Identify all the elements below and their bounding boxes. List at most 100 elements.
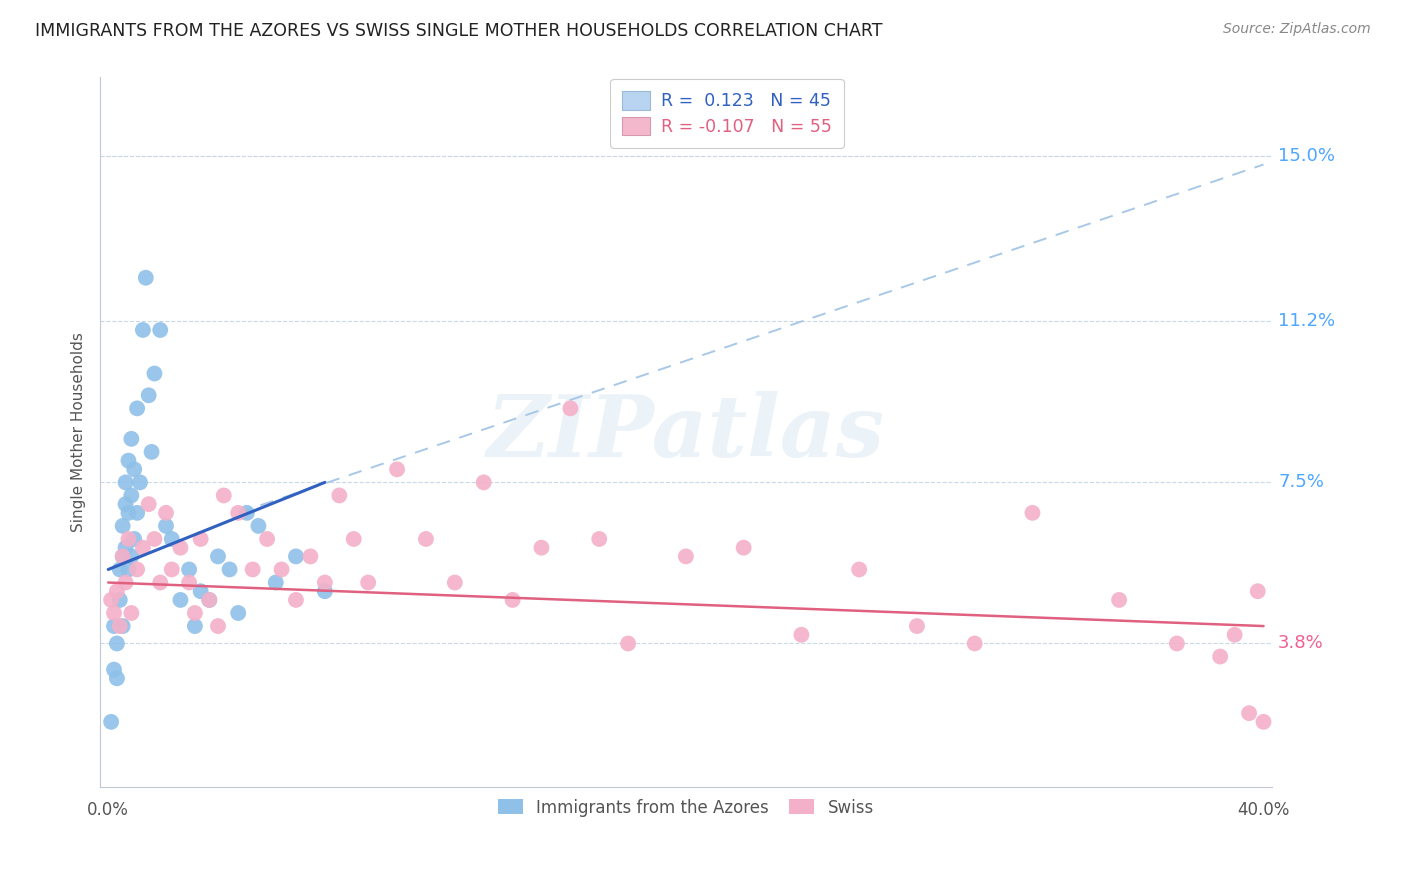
Point [1237, 706, 1260, 720]
Text: ZIPatlas: ZIPatlas [486, 391, 884, 474]
Point [617, 636, 640, 650]
Point [103, 606, 125, 620]
Point [343, 532, 366, 546]
Point [207, 619, 229, 633]
Point [120, 432, 142, 446]
Point [135, 270, 157, 285]
Point [1021, 506, 1043, 520]
Point [1223, 628, 1246, 642]
Point [108, 593, 131, 607]
Point [141, 445, 163, 459]
Point [184, 619, 207, 633]
Point [103, 619, 125, 633]
Point [1108, 593, 1130, 607]
Point [117, 562, 139, 576]
Text: 7.5%: 7.5% [1278, 474, 1324, 491]
Point [385, 462, 408, 476]
Point [733, 541, 755, 555]
Point [285, 593, 308, 607]
Point [179, 562, 201, 576]
Point [848, 562, 870, 576]
Point [218, 562, 240, 576]
Point [114, 541, 136, 555]
Text: 3.8%: 3.8% [1278, 634, 1324, 652]
Point [256, 532, 278, 546]
Point [1166, 636, 1188, 650]
Point [1209, 649, 1232, 664]
Point [105, 584, 128, 599]
Point [530, 541, 553, 555]
Point [114, 497, 136, 511]
Point [264, 575, 287, 590]
Point [160, 562, 183, 576]
Point [149, 575, 172, 590]
Point [143, 367, 166, 381]
Legend: Immigrants from the Azores, Swiss: Immigrants from the Azores, Swiss [489, 790, 882, 825]
Text: Source: ZipAtlas.com: Source: ZipAtlas.com [1223, 22, 1371, 37]
Point [328, 488, 350, 502]
Text: 15.0%: 15.0% [1278, 147, 1336, 165]
Point [169, 541, 191, 555]
Point [1253, 714, 1275, 729]
Point [270, 562, 292, 576]
Point [111, 619, 134, 633]
Point [314, 584, 336, 599]
Text: IMMIGRANTS FROM THE AZORES VS SWISS SINGLE MOTHER HOUSEHOLDS CORRELATION CHART: IMMIGRANTS FROM THE AZORES VS SWISS SING… [35, 22, 883, 40]
Point [184, 606, 207, 620]
Point [105, 671, 128, 685]
Y-axis label: Single Mother Households: Single Mother Households [72, 333, 86, 533]
Point [905, 619, 928, 633]
Point [190, 532, 212, 546]
Point [588, 532, 610, 546]
Point [132, 323, 155, 337]
Point [100, 714, 122, 729]
Point [155, 506, 177, 520]
Point [120, 549, 142, 564]
Point [242, 562, 264, 576]
Point [155, 519, 177, 533]
Text: 40.0%: 40.0% [1237, 801, 1289, 819]
Point [285, 549, 308, 564]
Point [179, 575, 201, 590]
Text: 0.0%: 0.0% [87, 801, 129, 819]
Point [100, 593, 122, 607]
Point [299, 549, 322, 564]
Point [111, 549, 134, 564]
Point [198, 593, 221, 607]
Point [560, 401, 582, 416]
Point [472, 475, 495, 490]
Point [247, 519, 270, 533]
Point [198, 593, 221, 607]
Point [122, 532, 145, 546]
Point [226, 506, 249, 520]
Point [169, 593, 191, 607]
Point [190, 584, 212, 599]
Point [103, 663, 125, 677]
Point [111, 519, 134, 533]
Point [122, 462, 145, 476]
Point [111, 549, 134, 564]
Point [502, 593, 524, 607]
Point [120, 488, 142, 502]
Point [212, 488, 235, 502]
Point [105, 636, 128, 650]
Point [114, 475, 136, 490]
Point [443, 575, 465, 590]
Point [675, 549, 697, 564]
Point [117, 532, 139, 546]
Point [226, 606, 249, 620]
Text: 11.2%: 11.2% [1278, 312, 1336, 330]
Point [108, 619, 131, 633]
Point [127, 401, 149, 416]
Point [117, 506, 139, 520]
Point [963, 636, 986, 650]
Point [127, 562, 149, 576]
Point [149, 323, 172, 337]
Point [129, 475, 152, 490]
Point [236, 506, 259, 520]
Point [143, 532, 166, 546]
Point [415, 532, 437, 546]
Point [207, 549, 229, 564]
Point [790, 628, 813, 642]
Point [138, 388, 160, 402]
